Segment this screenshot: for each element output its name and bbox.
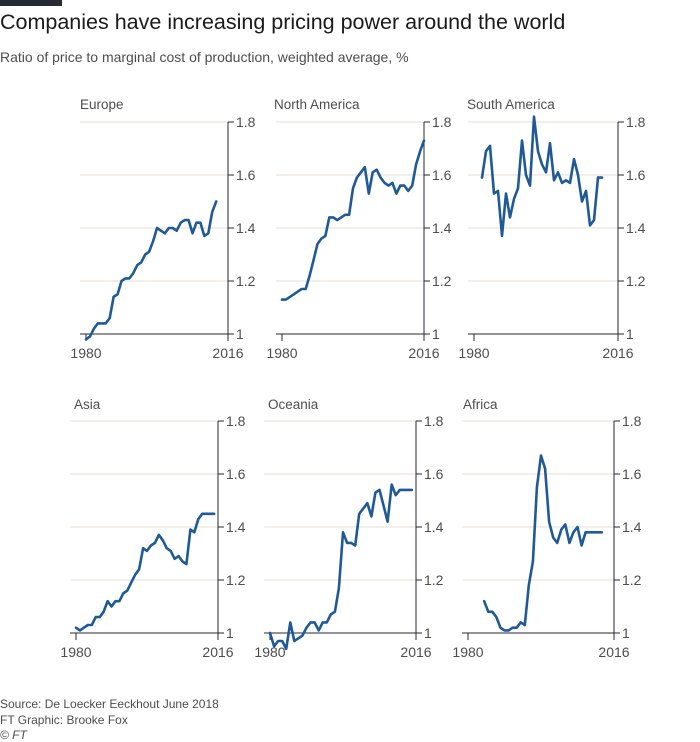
panel-1-y-tick-label: 1.4: [236, 220, 256, 236]
panel-4-y-tick-label: 1.8: [226, 413, 246, 429]
panel-5-y-tick-label: 1: [424, 625, 432, 641]
panel-2-series-line: [280, 139, 426, 301]
panel-2-y-tick-label: 1.4: [432, 220, 452, 236]
panel-6-x-tick-label: 2016: [598, 644, 629, 660]
panel-4-y-tick-label: 1.4: [226, 519, 246, 535]
panel-1-y-tick-label: 1: [236, 326, 244, 342]
panel-4-x-tick-label: 1980: [60, 644, 91, 660]
panel-6-x-tick-label: 1980: [452, 644, 483, 660]
panel-4-title: Asia: [74, 397, 101, 412]
panel-1-title: Europe: [80, 97, 124, 112]
panel-4-y-tick-label: 1: [226, 625, 234, 641]
panel-4-y-tick-label: 1.6: [226, 466, 246, 482]
panel-6-series-line: [482, 454, 604, 632]
panel-6-y-tick-label: 1: [622, 625, 630, 641]
panel-6-title: Africa: [463, 397, 498, 412]
panel-5-x-tick-label: 1980: [254, 644, 285, 660]
panel-2-y-tick-label: 1.6: [432, 167, 452, 183]
panel-2-y-tick-label: 1.8: [432, 114, 452, 130]
chart-subtitle: Ratio of price to marginal cost of produ…: [0, 49, 409, 65]
panel-5-title: Oceania: [268, 397, 319, 412]
panel-5-y-tick-label: 1.8: [424, 413, 444, 429]
panel-2-y-tick-label: 1.2: [432, 273, 452, 289]
panel-1-x-tick-label: 2016: [212, 345, 243, 361]
panel-3-y-tick-label: 1.8: [626, 114, 646, 130]
panel-4-series-line: [74, 512, 216, 632]
panel-3-title: South America: [467, 97, 555, 112]
panel-5-series-line: [268, 483, 414, 651]
panel-6-y-tick-label: 1.8: [622, 413, 642, 429]
panel-2-x-tick-label: 2016: [408, 345, 439, 361]
panel-1-y-tick-label: 1.2: [236, 273, 256, 289]
panel-4-y-tick-label: 1.2: [226, 572, 246, 588]
panel-3-y-tick-label: 1.2: [626, 273, 646, 289]
panel-3-series-line: [480, 115, 604, 238]
panel-1-y-tick-label: 1.6: [236, 167, 256, 183]
panel-6-y-tick-label: 1.2: [622, 572, 642, 588]
panel-3-y-tick-label: 1: [626, 326, 634, 342]
panel-5-y-tick-label: 1.2: [424, 572, 444, 588]
panel-3-y-tick-label: 1.4: [626, 220, 646, 236]
panel-5-y-tick-label: 1.4: [424, 519, 444, 535]
panel-1-x-tick-label: 1980: [70, 345, 101, 361]
panel-3-x-tick-label: 2016: [602, 345, 633, 361]
panel-2-title: North America: [274, 97, 360, 112]
panel-1-series-line: [84, 200, 218, 341]
panel-6-y-tick-label: 1.4: [622, 519, 642, 535]
copyright: © FT: [0, 728, 27, 742]
panel-1-y-tick-label: 1.8: [236, 114, 256, 130]
panel-2-y-tick-label: 1: [432, 326, 440, 342]
panel-2-x-tick-label: 1980: [266, 345, 297, 361]
panel-3-y-tick-label: 1.6: [626, 167, 646, 183]
graphic-credit: FT Graphic: Brooke Fox: [0, 713, 128, 727]
panel-5-y-tick-label: 1.6: [424, 466, 444, 482]
panel-4-x-tick-label: 2016: [202, 644, 233, 660]
chart-title: Companies have increasing pricing power …: [0, 10, 566, 34]
panel-3-x-tick-label: 1980: [458, 345, 489, 361]
panel-6-y-tick-label: 1.6: [622, 466, 642, 482]
ft-top-bar: [0, 0, 62, 6]
panel-5-x-tick-label: 2016: [400, 644, 431, 660]
source-note: Source: De Loecker Eeckhout June 2018: [0, 697, 219, 711]
